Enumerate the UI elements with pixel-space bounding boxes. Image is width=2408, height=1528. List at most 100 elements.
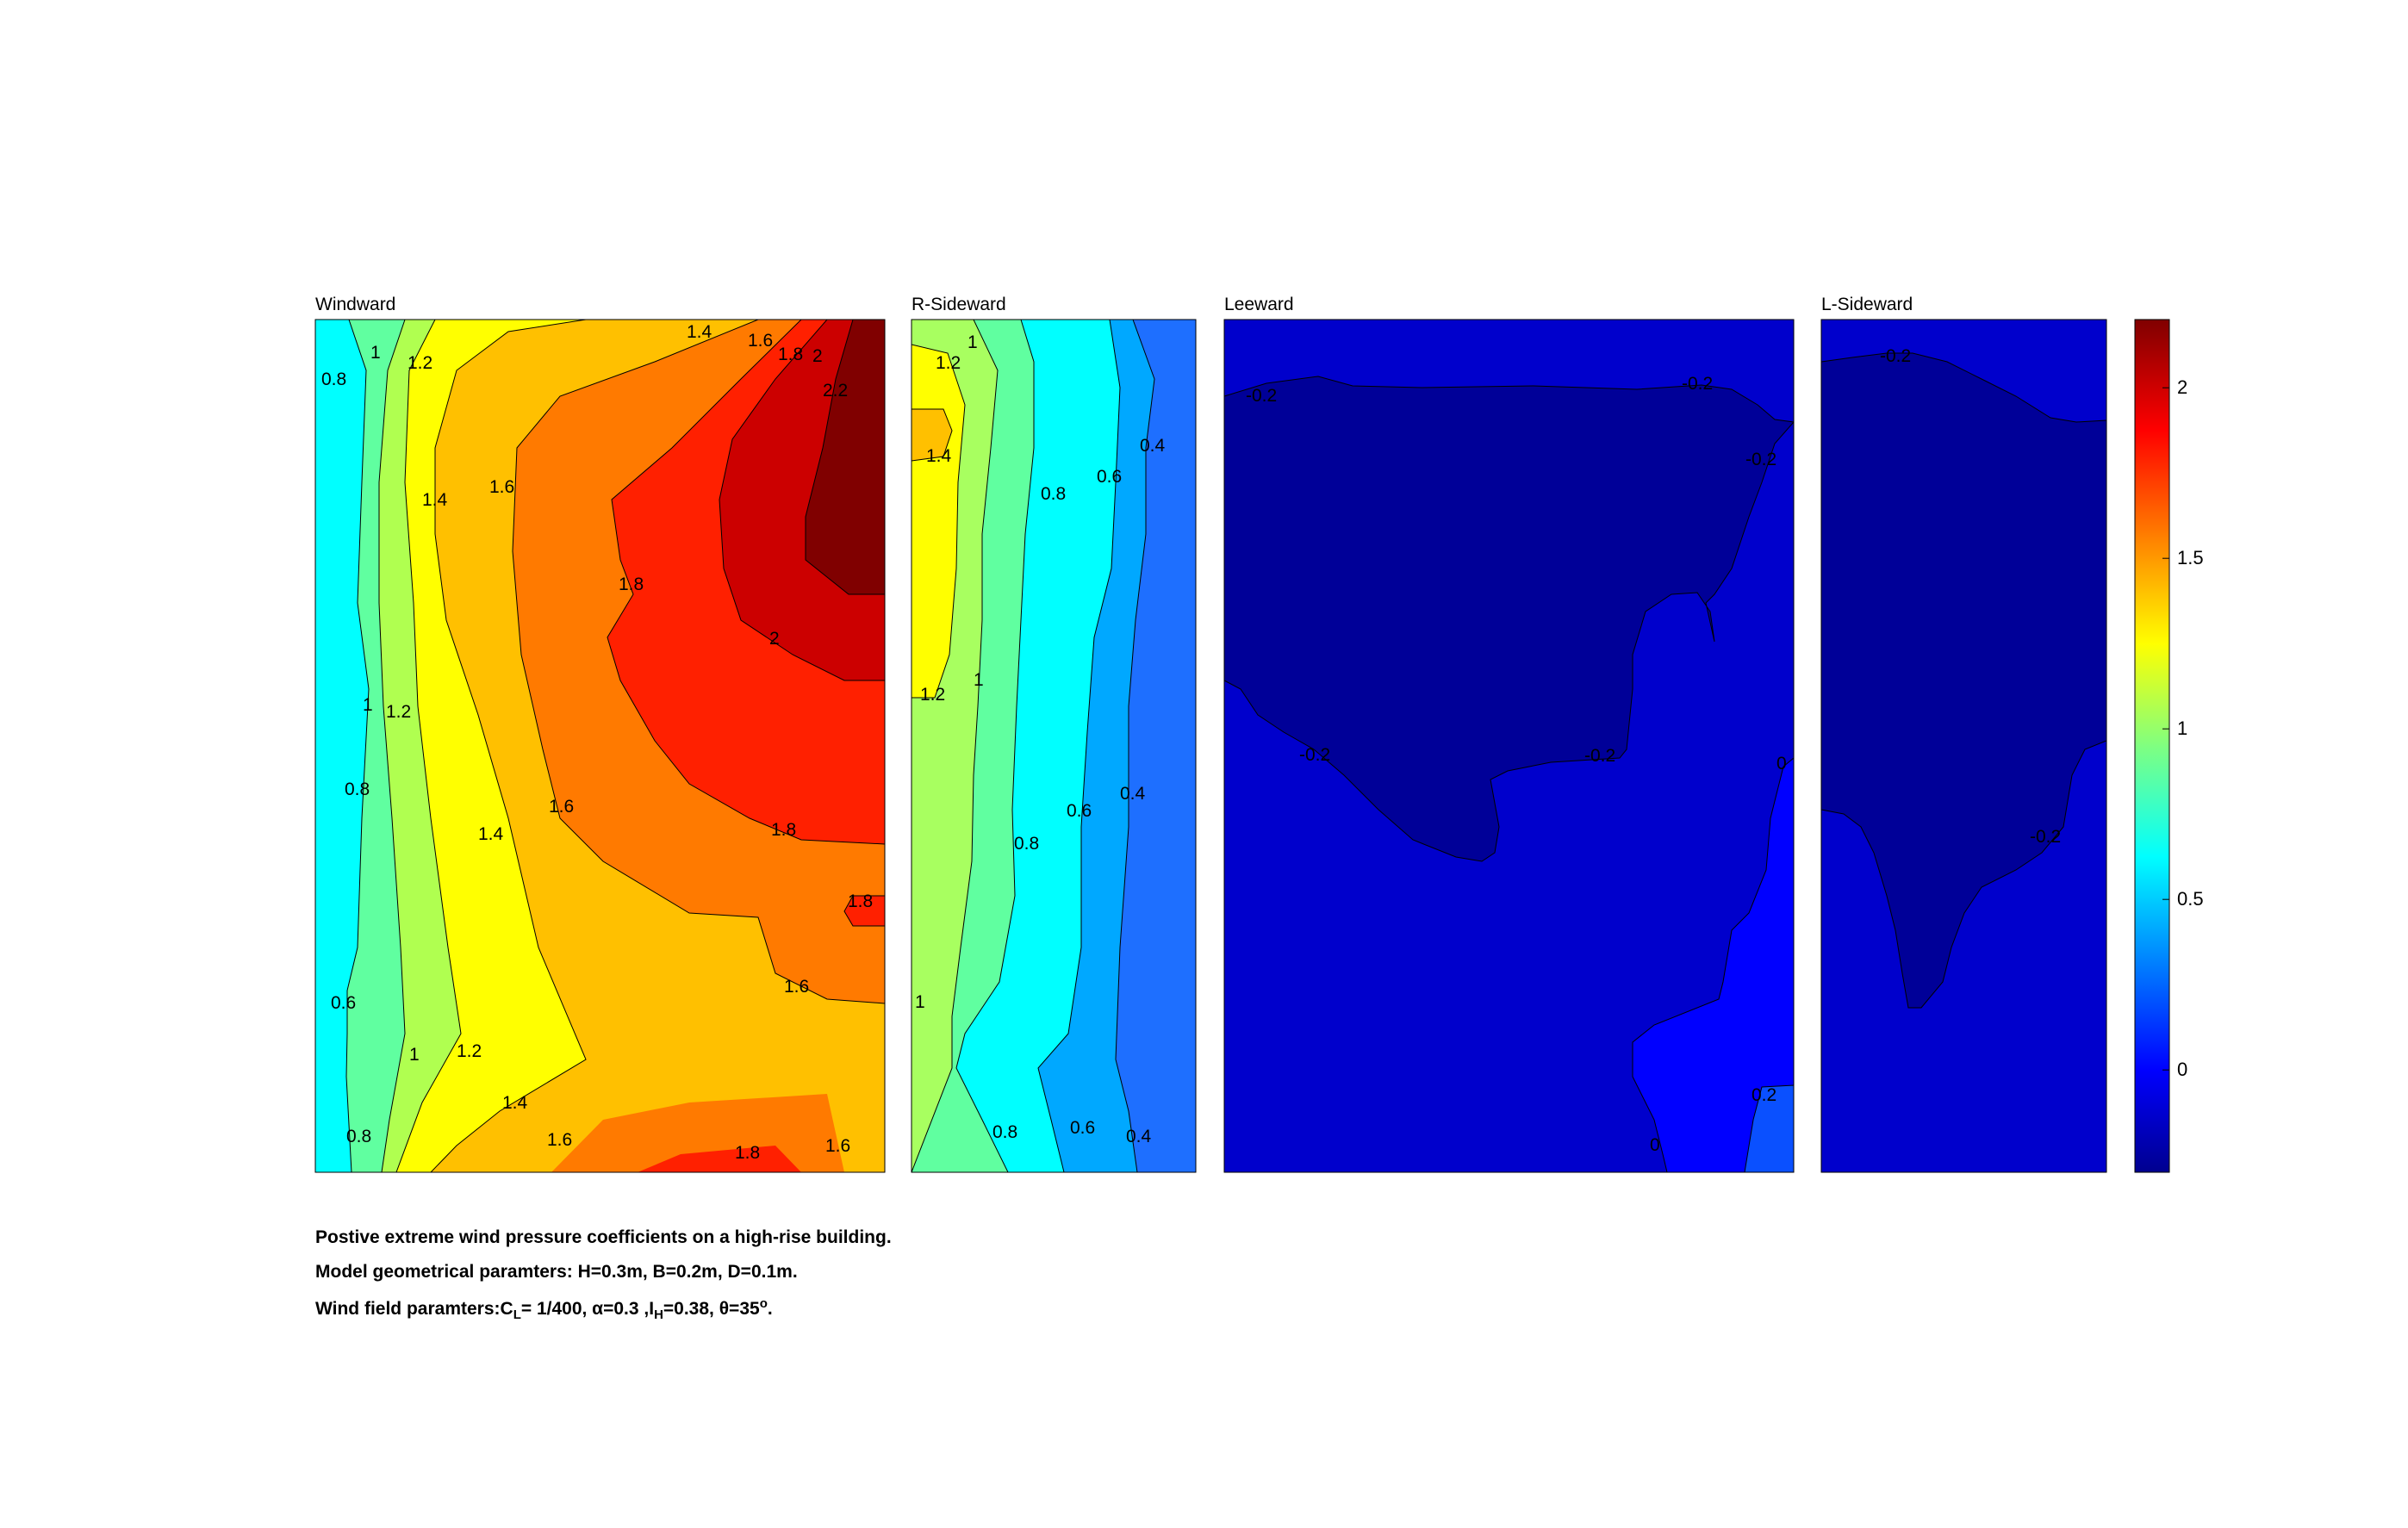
l-sideward-contour-labels: -0.2 -0.2	[1880, 346, 2061, 847]
contour-label: -0.2	[1246, 386, 1277, 406]
caption-line-3-mid1: = 1/400, α=0.3 ,I	[520, 1299, 655, 1319]
panel-title-windward: Windward	[315, 295, 395, 314]
colorbar-ticks: 0 0.5 1 1.5 2	[2162, 376, 2204, 1080]
leeward-contour-labels: -0.2 -0.2 -0.2 -0.2 -0.2 0 0.2 0	[1246, 374, 1787, 1155]
colorbar-gradient	[2134, 319, 2170, 1173]
contour-label: 0.6	[1067, 801, 1092, 821]
caption-line-3-sup: o	[759, 1296, 768, 1311]
leeward-axes-box	[1223, 319, 1795, 1173]
contour-label: 1.8	[848, 891, 873, 911]
contour-label: -0.2	[2030, 827, 2061, 847]
contour-label: 0.6	[1097, 467, 1122, 487]
r-sideward-band-1.4	[912, 408, 953, 462]
panel-leeward: Leeward -0.2 -0.2 -0.2 -0.2 -0.2 0 0.2 0	[1223, 295, 1795, 1173]
contour-label: 1.6	[547, 1130, 572, 1150]
contour-label: 2	[812, 346, 823, 366]
caption-line-1: Postive extreme wind pressure coefficien…	[315, 1227, 892, 1247]
contour-label: 1.4	[926, 446, 952, 466]
contour-label: 1.4	[422, 490, 448, 510]
panel-r-sideward: R-Sideward 1 1.2 1.4 0.8 0.6 0.4 1.2 1 0…	[911, 295, 1197, 1173]
contour-label: -0.2	[1584, 746, 1615, 766]
contour-label: 1	[968, 332, 978, 352]
contour-label: 0.8	[1041, 484, 1066, 504]
contour-label: 1.8	[735, 1143, 760, 1163]
contour-label: 1.6	[748, 331, 773, 351]
contour-label: -0.2	[1299, 745, 1330, 765]
contour-label: 1.8	[778, 345, 803, 364]
contour-label: 1	[370, 343, 381, 363]
caption-line-3: Wind field paramters:CL= 1/400, α=0.3 ,I…	[315, 1296, 773, 1322]
panel-windward: Windward 0.8 1 1.2 1.4 1.6 1.8 2 2.2 1.4	[314, 295, 886, 1173]
contour-label: 1.6	[489, 477, 514, 497]
r-sideward-contour-labels: 1 1.2 1.4 0.8 0.6 0.4 1.2 1 0.6 0.4 0.8 …	[915, 332, 1166, 1146]
caption-line-3-end: .	[767, 1299, 773, 1319]
contour-label: 0.8	[346, 1127, 371, 1146]
contour-label: 0.8	[321, 370, 346, 389]
contour-label: 0.4	[1120, 784, 1146, 804]
contour-label: 1	[915, 992, 925, 1012]
contour-label: 1.6	[549, 797, 574, 817]
windward-band-2.2	[805, 320, 885, 595]
contour-label: 0.2	[1752, 1085, 1776, 1105]
colorbar-tick-label: 0.5	[2177, 888, 2204, 910]
l-sideward-band-minus-0.2	[1821, 352, 2106, 1009]
contour-label: 1.6	[784, 977, 809, 997]
leeward-band-minus-0.2	[1224, 376, 1794, 862]
colorbar: 0 0.5 1 1.5 2	[2134, 319, 2204, 1173]
contour-label: 0	[1776, 754, 1787, 773]
contour-label: -0.2	[1880, 346, 1911, 366]
l-sideward-axes-box	[1820, 319, 2107, 1173]
windward-axes-box	[314, 319, 886, 1173]
contour-label: 1.6	[825, 1136, 850, 1156]
caption-line-3-prefix: Wind field paramters:C	[315, 1299, 513, 1319]
contour-label: 1.4	[478, 824, 504, 844]
leeward-contours	[1224, 320, 1794, 1172]
caption-line-3-mid2: =0.38, θ=35	[663, 1299, 760, 1319]
leeward-band-0.2	[1632, 757, 1794, 1172]
windward-contours	[315, 320, 885, 1172]
panel-l-sideward: L-Sideward -0.2 -0.2	[1820, 295, 2107, 1173]
contour-label: 0.8	[992, 1122, 1017, 1142]
colorbar-tick-label: 1	[2177, 717, 2187, 739]
panel-title-leeward: Leeward	[1224, 295, 1294, 314]
windward-band-1.8-island	[843, 895, 885, 927]
colorbar-tick-label: 2	[2177, 376, 2187, 398]
contour-label: 0.6	[331, 993, 356, 1013]
r-sideward-contours	[912, 320, 1196, 1172]
windward-band-1.8-bottom	[638, 1146, 801, 1172]
contour-label: 1.2	[936, 353, 961, 373]
r-sideward-axes-box	[911, 319, 1197, 1173]
colorbar-tick-label: 1.5	[2177, 547, 2204, 568]
contour-label: 1.2	[386, 702, 411, 722]
contour-label: 1	[974, 670, 984, 690]
contour-label: 0	[1650, 1135, 1660, 1155]
panel-title-l-sideward: L-Sideward	[1821, 295, 1913, 314]
contour-label: 1.2	[408, 353, 432, 373]
contour-label: 2	[769, 629, 780, 649]
contour-label: 1.4	[687, 322, 712, 342]
contour-label: 1.4	[502, 1093, 528, 1113]
contour-label: -0.2	[1682, 374, 1713, 394]
contour-label: 0.8	[345, 780, 370, 799]
contour-label: 0.6	[1070, 1118, 1095, 1138]
contour-label: 0.4	[1126, 1127, 1152, 1146]
contour-label: 0.8	[1014, 834, 1039, 854]
leeward-band-0.4	[1744, 1084, 1794, 1172]
windward-contour-labels: 0.8 1 1.2 1.4 1.6 1.8 2 2.2 1.4 1.6 1.8 …	[321, 322, 873, 1163]
contour-label: 1	[409, 1045, 420, 1065]
caption-line-3-sub-l: L	[513, 1307, 521, 1322]
contour-label: 0.4	[1140, 436, 1166, 456]
contour-label: 2.2	[823, 381, 848, 401]
contour-label: 1.8	[771, 820, 796, 840]
caption-line-3-sub-h: H	[654, 1307, 663, 1322]
panel-title-r-sideward: R-Sideward	[912, 295, 1006, 314]
caption-line-2: Model geometrical paramters: H=0.3m, B=0…	[315, 1262, 798, 1282]
contour-label: 1	[363, 695, 373, 715]
contour-label: 1.2	[457, 1041, 482, 1061]
contour-label: 1.8	[619, 575, 644, 594]
contour-label: 1.2	[920, 685, 945, 705]
contour-label: -0.2	[1745, 450, 1776, 469]
l-sideward-contours	[1821, 320, 2106, 1172]
colorbar-tick-label: 0	[2177, 1059, 2187, 1080]
